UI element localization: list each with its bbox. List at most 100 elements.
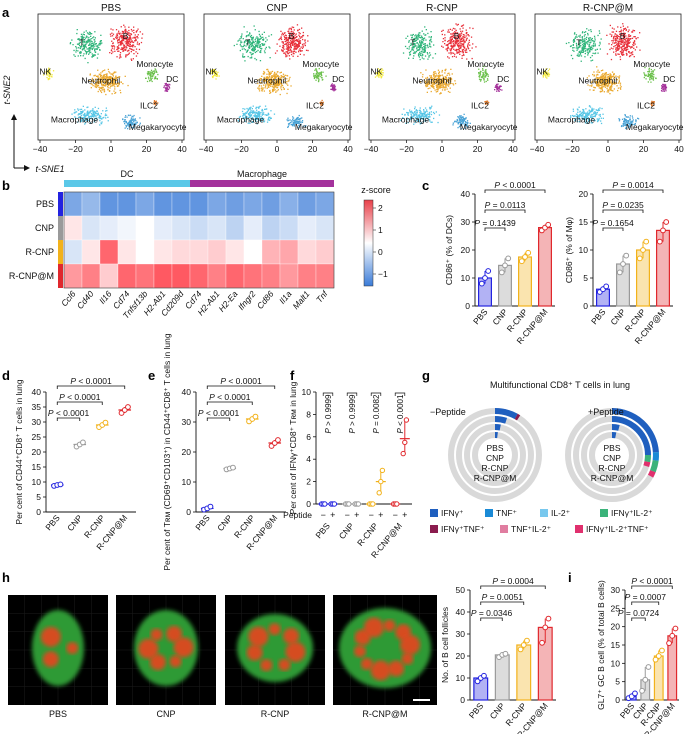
cell-point	[418, 120, 421, 122]
cell-point	[466, 121, 468, 124]
cell-point	[407, 119, 409, 121]
cell-point	[593, 112, 595, 114]
cell-point	[88, 117, 90, 119]
cell-point	[452, 122, 454, 124]
cell-point	[291, 44, 293, 46]
cell-point	[128, 52, 130, 54]
cell-point	[620, 46, 623, 49]
cell-point	[257, 115, 259, 117]
cell-point	[378, 74, 380, 76]
cell-point	[454, 82, 457, 85]
cell-point	[82, 43, 84, 45]
cell-point	[449, 91, 451, 93]
cell-point	[442, 76, 444, 78]
cell-point	[107, 120, 109, 122]
cell-point	[80, 52, 82, 54]
significance-bracket	[484, 227, 506, 231]
cell-point	[102, 110, 104, 112]
cell-point	[84, 45, 86, 47]
cell-point	[298, 45, 300, 47]
data-point	[524, 637, 530, 644]
cell-point	[213, 71, 215, 74]
cell-point	[46, 72, 48, 74]
cell-point	[124, 30, 126, 33]
cell-point	[91, 115, 93, 117]
cell-point	[428, 119, 431, 121]
cell-point	[611, 34, 613, 36]
heatmap-cell	[81, 239, 101, 265]
cell-point	[595, 76, 597, 78]
cell-point	[288, 36, 291, 38]
cell-point	[129, 36, 131, 38]
cell-point	[612, 90, 614, 92]
cell-point	[268, 82, 271, 84]
cell-point	[137, 37, 139, 39]
cell-point	[457, 48, 460, 51]
cell-point	[609, 87, 611, 89]
cell-point	[94, 84, 96, 86]
cell-point	[463, 42, 465, 44]
cell-point	[425, 120, 427, 122]
cell-point	[461, 116, 463, 118]
cell-point	[623, 42, 625, 44]
cell-point	[415, 38, 417, 40]
cell-point	[293, 44, 295, 46]
cell-point	[429, 106, 431, 109]
cell-point	[438, 114, 441, 116]
cell-point	[111, 52, 113, 55]
cell-point	[166, 87, 169, 89]
cell-point	[628, 120, 630, 122]
cell-point	[251, 47, 254, 49]
cell-point	[94, 43, 96, 46]
cell-point	[259, 79, 262, 81]
cell-point	[603, 83, 605, 86]
cell-point	[592, 40, 594, 42]
cell-point	[605, 72, 607, 74]
cell-point	[461, 45, 463, 47]
cell-point	[433, 81, 435, 83]
cell-point	[241, 110, 244, 113]
cell-point	[263, 44, 265, 46]
cell-point	[436, 80, 438, 82]
cell-point	[153, 70, 156, 72]
cell-point	[90, 83, 92, 85]
cell-point	[596, 80, 598, 82]
cell-point	[463, 119, 465, 122]
data-point	[502, 262, 508, 269]
cell-point	[118, 50, 120, 52]
cell-point	[441, 33, 443, 36]
cell-point	[623, 32, 625, 34]
cell-point	[427, 117, 429, 120]
cell-point	[417, 38, 419, 40]
cell-point	[101, 83, 103, 85]
cell-point	[440, 79, 442, 82]
cell-point	[458, 44, 460, 46]
cell-point	[450, 38, 452, 41]
cell-point	[620, 86, 622, 88]
cell-point	[617, 76, 619, 78]
cell-point	[131, 30, 133, 32]
cell-point	[261, 82, 263, 84]
cell-point	[296, 39, 298, 42]
cell-point	[427, 46, 429, 49]
cell-point	[580, 42, 582, 44]
cell-point	[545, 73, 548, 75]
cell-point	[316, 71, 318, 73]
cell-point	[421, 30, 423, 32]
cell-point	[119, 55, 121, 57]
cell-point	[102, 79, 104, 81]
cell-point	[94, 117, 97, 119]
cell-point	[463, 113, 465, 115]
cluster-label-monocyte: Monocyte	[136, 59, 173, 69]
cell-point	[300, 117, 302, 120]
cell-point	[82, 110, 84, 112]
cell-point	[645, 78, 647, 80]
cell-point	[120, 43, 123, 45]
cell-point	[114, 50, 116, 52]
cell-point	[464, 127, 466, 129]
cell-point	[664, 85, 666, 87]
cell-point	[245, 35, 248, 37]
cell-point	[125, 34, 127, 36]
cell-point	[287, 123, 290, 125]
